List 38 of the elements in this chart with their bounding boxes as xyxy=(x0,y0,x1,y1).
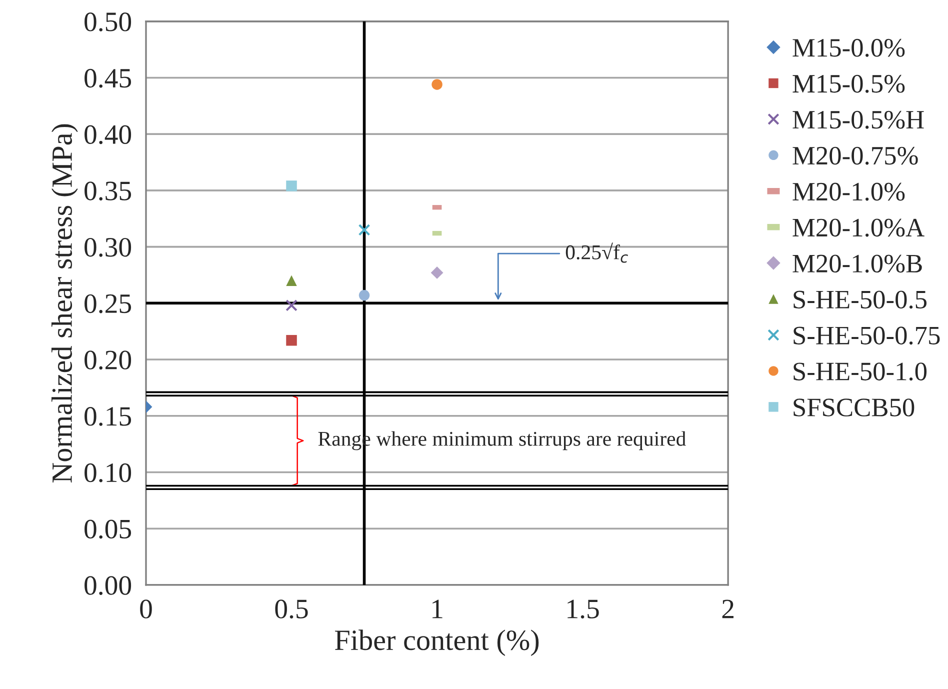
x-axis-title: Fiber content (%) xyxy=(335,630,539,656)
point xyxy=(430,266,444,279)
y-tick-label: 0.00 xyxy=(84,576,132,595)
point xyxy=(286,275,297,286)
y-tick-label: 0.15 xyxy=(84,407,132,426)
x-tick-label: 2 xyxy=(722,600,734,618)
point xyxy=(358,290,370,301)
y-tick-label: 0.05 xyxy=(84,520,132,539)
y-tick-label: 0.35 xyxy=(84,182,132,200)
legend-label: M20-1.0%A xyxy=(792,218,924,237)
legend-label: M20-1.0%B xyxy=(792,254,922,273)
legend-label: M20-1.0% xyxy=(792,182,905,201)
point xyxy=(358,224,370,236)
point xyxy=(286,180,297,192)
point xyxy=(432,79,442,90)
legend-label: S-HE-50-1.0 xyxy=(794,362,927,381)
ref-line-label: 0.25√f$_{c}$ xyxy=(566,242,628,263)
y-tick-label: 0.30 xyxy=(84,238,132,257)
x-tick-label: 1.5 xyxy=(568,600,599,619)
legend-label: M20-0.75% xyxy=(792,146,918,165)
y-tick-label: 0.10 xyxy=(84,463,132,482)
legend-label: M15-0.0% xyxy=(792,38,905,57)
y-tick-label: 0.50 xyxy=(84,12,132,32)
legend-label: SFSCCB50 xyxy=(794,398,914,416)
y-tick-label: 0.45 xyxy=(84,68,132,88)
x-tick-label: 0 xyxy=(140,600,152,618)
x-tick-label: 0.5 xyxy=(275,600,308,619)
legend-label: S-HE-50-0.75 xyxy=(794,326,940,345)
y-tick-label: 0.40 xyxy=(84,125,132,144)
y-tick-label: 0.20 xyxy=(84,350,132,370)
y-axis-title: Normalized shear stress (MPa) xyxy=(51,124,78,483)
legend-label: S-HE-50-0.5 xyxy=(794,290,926,309)
legend-label: M15-0.5% xyxy=(792,74,905,93)
x-tick-label: 1 xyxy=(432,600,442,618)
legend-label: M15-0.5%H xyxy=(792,110,924,129)
point xyxy=(286,334,297,346)
point xyxy=(286,299,298,312)
y-tick-label: 0.25 xyxy=(84,294,132,314)
